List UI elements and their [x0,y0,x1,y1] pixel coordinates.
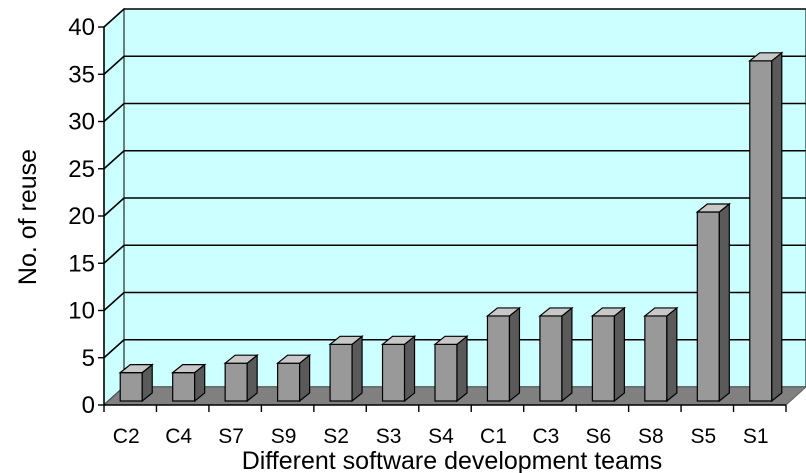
bar [223,353,259,403]
gridline [103,244,806,264]
gridline [103,102,806,123]
gridline [103,149,806,170]
bar [275,353,312,403]
x-tick-labels: C2 C4 S7 S9 S2 S3 S4 C1 C3 S6 S8 S5 S1 [113,425,769,448]
x-tick-label: S7 [218,425,244,448]
bar-top [170,364,207,374]
bar-side [351,335,363,403]
bar-front [434,343,458,402]
bar [748,51,784,403]
x-tick-label: C4 [165,425,192,448]
y-tick-label: 25 [68,156,95,183]
bar-side [508,306,521,403]
bar-top [275,354,312,364]
bar [328,335,364,403]
x-tick-label: S2 [323,425,349,448]
bar [590,306,627,403]
bar-side [403,335,416,403]
bar-top [590,307,627,317]
bar [380,335,417,403]
bar-front [381,343,406,402]
x-tick-label: S6 [586,425,612,448]
bar-side [771,51,783,403]
bar-side [613,306,625,403]
x-tick-label: S5 [690,425,716,448]
y-tick-label: 35 [68,61,95,88]
bar-top [538,307,574,317]
x-tick-label: S9 [271,425,297,448]
bar-top [695,203,732,213]
bar-top [328,335,364,345]
bar-front [224,362,248,402]
bar [643,306,679,403]
y-tick-label: 40 [68,14,95,41]
y-tick-label: 0 [82,392,95,419]
gridlines [103,8,806,406]
bar-front [696,211,720,402]
x-tick-label: C3 [532,425,559,448]
bar-top [380,335,417,345]
bars [118,51,784,403]
gridline [103,291,806,312]
gridline [103,197,806,217]
bar-front [749,60,773,402]
y-tick-label: 30 [68,109,95,136]
x-tick-label: S4 [428,425,454,448]
bar [433,335,469,403]
x-tick-label: S1 [743,425,769,448]
bar-top [485,307,522,317]
bar-front [644,315,668,402]
bar-top [748,52,784,62]
y-tick-label: 5 [82,345,95,372]
bar-top [643,307,679,317]
bar-side [718,202,730,403]
bar-front [329,343,353,402]
bar-side [666,306,678,403]
bar-side [456,335,468,403]
y-tick-label: 10 [68,298,95,325]
y-axis-title: No. of reuse [14,149,42,285]
bar-front [539,315,563,402]
bar-front [172,372,196,402]
bar [538,306,574,403]
gridline [103,8,806,28]
bar-top [433,335,469,345]
y-tick-label: 20 [68,203,95,230]
bar [485,306,522,403]
bar-front [119,372,143,402]
bar [695,202,732,403]
y-tick-label: 15 [68,250,95,277]
x-tick-label: C2 [113,425,140,448]
bar [118,363,154,403]
x-tick-label: C1 [480,425,507,448]
bar-top [118,364,154,374]
bar-front [591,315,615,402]
x-tick-label: S8 [638,425,664,448]
axes [98,26,787,412]
bar-top [223,354,259,364]
gridline [103,55,806,75]
x-axis-title: Different software development teams [242,447,663,473]
y-tick-labels: 0 5 10 15 20 25 30 35 40 [68,14,95,419]
gridline [103,338,806,359]
bar-front [486,315,511,402]
bar-side [561,306,573,403]
bar-front [277,362,301,402]
bar [170,363,207,403]
x-tick-label: S3 [376,425,402,448]
